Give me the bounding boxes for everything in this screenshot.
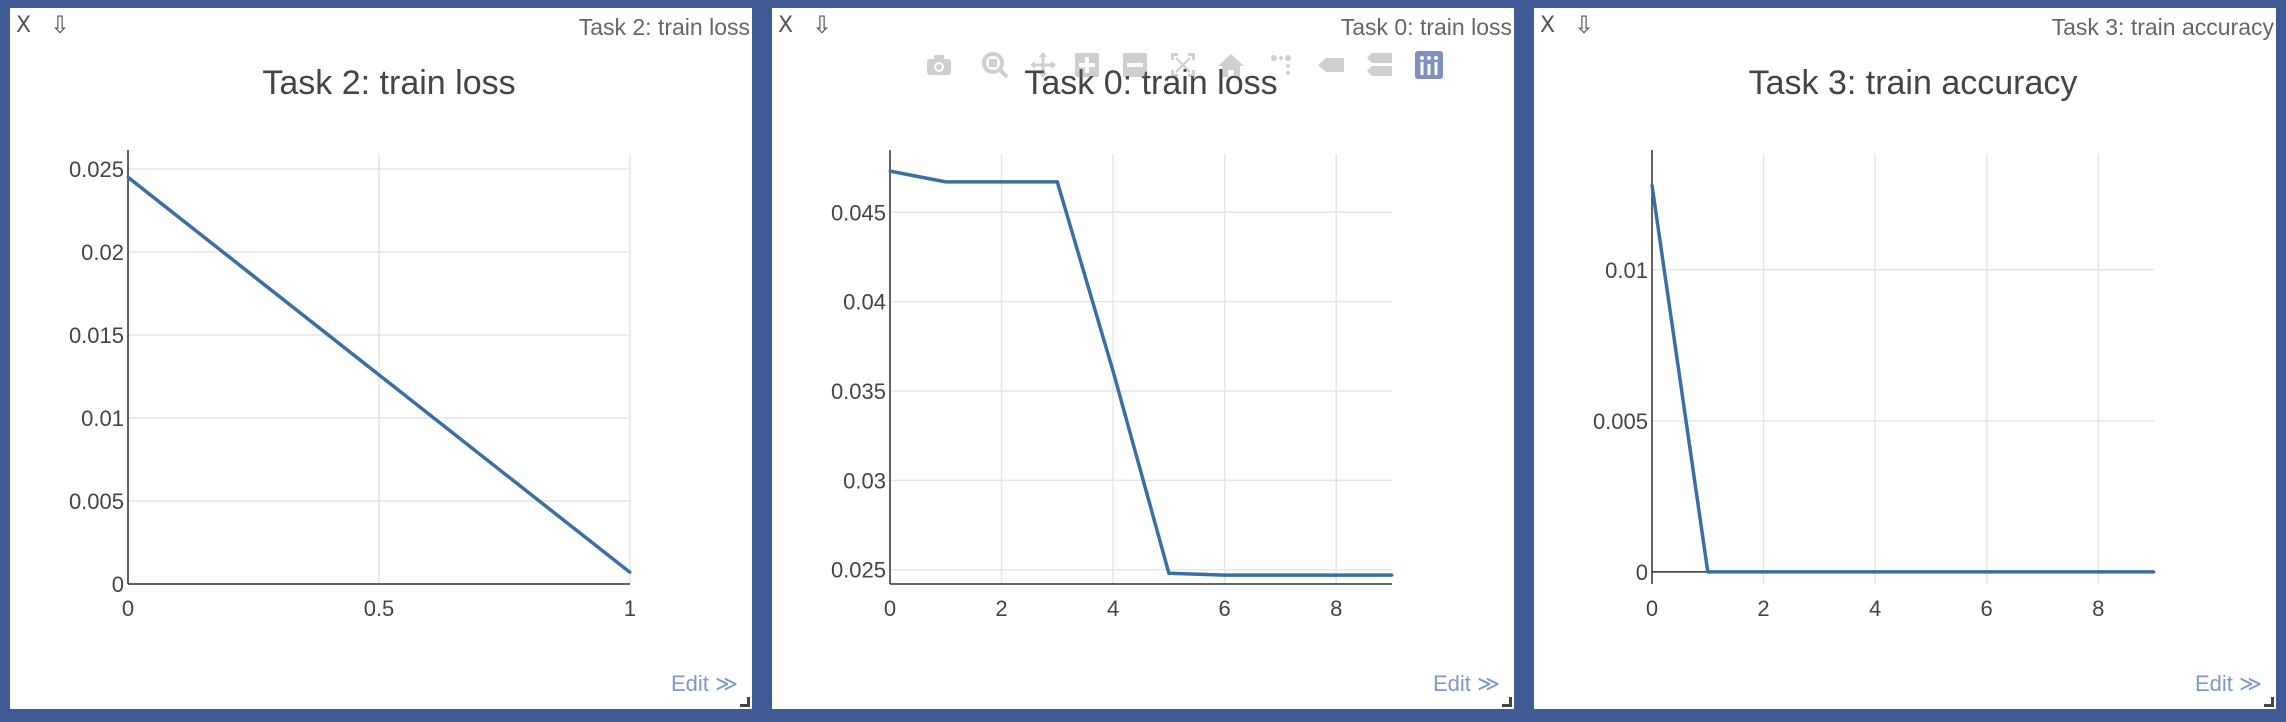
y-tick-label: 0.01 xyxy=(81,406,124,431)
x-tick-label: 6 xyxy=(1981,596,1993,621)
data-point xyxy=(2040,570,2044,574)
x-tick-label: 8 xyxy=(2092,596,2104,621)
data-point xyxy=(1985,570,1989,574)
data-point xyxy=(628,570,632,574)
data-point xyxy=(1762,570,1766,574)
x-tick-label: 0 xyxy=(122,596,134,621)
chart-title: Task 2: train loss xyxy=(262,64,515,102)
line-chart[interactable]: Task 3: train accuracy 0 0.005 0.01 0 2 4 6 8 xyxy=(1534,44,2276,709)
series-line xyxy=(889,169,1392,577)
x-tick-label: 0 xyxy=(1646,596,1658,621)
x-tick-label: 4 xyxy=(1107,596,1119,621)
edit-link[interactable]: Edit ≫ xyxy=(2194,671,2262,696)
data-point xyxy=(888,169,892,173)
resize-handle[interactable] xyxy=(2264,697,2274,707)
close-icon[interactable]: X xyxy=(16,13,32,38)
zoom-icon[interactable] xyxy=(978,48,1012,82)
data-point xyxy=(1817,570,1821,574)
edit-link[interactable]: Edit ≫ xyxy=(670,671,738,696)
data-point xyxy=(1000,180,1004,184)
data-point xyxy=(1111,369,1115,373)
data-point xyxy=(1278,573,1282,577)
download-icon[interactable]: ⇩ xyxy=(1574,12,1595,39)
y-tick-label: 0.025 xyxy=(831,558,886,583)
chart-title: Task 3: train accuracy xyxy=(1749,64,2078,102)
data-point xyxy=(1929,570,1933,574)
x-tick-label: 8 xyxy=(1330,596,1342,621)
pane-header: X ⇩ Task 3: train accuracy xyxy=(1534,8,2276,44)
pane-header: X ⇩ Task 0: train loss xyxy=(772,8,1514,44)
pane-title: Task 0: train loss xyxy=(1340,14,1512,40)
x-tick-label: 2 xyxy=(1757,596,1769,621)
plot-modebar xyxy=(922,48,1514,88)
spike-lines-icon[interactable] xyxy=(1264,48,1298,82)
data-point xyxy=(1334,573,1338,577)
data-point xyxy=(2152,570,2156,574)
y-tick-label: 0.035 xyxy=(831,379,886,404)
x-tick-label: 1 xyxy=(624,596,636,621)
edit-link[interactable]: Edit ≫ xyxy=(1432,671,1500,696)
data-point xyxy=(1223,573,1227,577)
pane-title: Task 2: train loss xyxy=(578,14,750,40)
home-icon[interactable] xyxy=(1214,48,1248,82)
hover-closest-icon[interactable] xyxy=(1314,48,1348,82)
x-tick-label: 4 xyxy=(1869,596,1881,621)
chart-svg: Task 3: train accuracy 0 0.005 0.01 0 2 4 6 8 xyxy=(1593,64,2156,621)
chart-title: Task 0: train loss xyxy=(1024,64,1277,102)
pane-title: Task 3: train accuracy xyxy=(2051,14,2274,40)
chart-svg: Task 2: train loss 0 0.005 0.01 0.015 0.02 0.0… xyxy=(69,64,636,621)
resize-handle[interactable] xyxy=(740,697,750,707)
data-point xyxy=(1390,573,1394,577)
download-icon[interactable]: ⇩ xyxy=(812,12,833,39)
data-point xyxy=(1650,183,1654,187)
x-tick-label: 2 xyxy=(995,596,1007,621)
camera-icon[interactable] xyxy=(922,48,956,82)
line-chart[interactable]: Task 2: train loss 0 0.005 0.01 0.015 0.02 0.0… xyxy=(10,44,752,709)
y-tick-label: 0.025 xyxy=(69,157,124,182)
y-tick-label: 0 xyxy=(1636,560,1648,585)
data-point xyxy=(1167,571,1171,575)
plotly-logo-icon[interactable] xyxy=(1412,48,1446,82)
y-tick-label: 0 xyxy=(112,572,124,597)
y-tick-label: 0.04 xyxy=(843,290,886,315)
data-point xyxy=(126,175,130,179)
data-point xyxy=(2096,570,2100,574)
close-icon[interactable]: X xyxy=(1540,13,1556,38)
data-point xyxy=(1706,570,1710,574)
hover-compare-icon[interactable] xyxy=(1362,48,1396,82)
chart-svg: Task 0: train loss 0.025 0.03 0.035 0.04 0.04… xyxy=(831,64,1394,621)
y-tick-label: 0.01 xyxy=(1605,258,1648,283)
x-tick-label: 6 xyxy=(1219,596,1231,621)
series-line xyxy=(1650,184,2154,574)
plot-pane-task2-train-loss: X ⇩ Task 2: train loss Task 2: train los… xyxy=(10,8,752,709)
y-tick-label: 0.03 xyxy=(843,468,886,493)
y-tick-label: 0.045 xyxy=(831,200,886,225)
x-tick-label: 0 xyxy=(884,596,896,621)
pane-header: X ⇩ Task 2: train loss xyxy=(10,8,752,44)
plot-pane-task0-train-loss: X ⇩ Task 0: train loss Task 0: train los… xyxy=(772,8,1514,709)
data-point xyxy=(1055,180,1059,184)
y-tick-label: 0.015 xyxy=(69,323,124,348)
x-tick-label: 0.5 xyxy=(364,596,395,621)
zoom-out-icon[interactable] xyxy=(1118,48,1152,82)
zoom-in-icon[interactable] xyxy=(1070,48,1104,82)
y-tick-label: 0.02 xyxy=(81,240,124,265)
autoscale-icon[interactable] xyxy=(1166,48,1200,82)
line-chart[interactable]: Task 0: train loss 0.025 0.03 0.035 0.04 0.04… xyxy=(772,44,1514,709)
series-line xyxy=(126,175,632,574)
close-icon[interactable]: X xyxy=(778,13,794,38)
data-point xyxy=(1873,570,1877,574)
y-tick-label: 0.005 xyxy=(69,489,124,514)
pan-icon[interactable] xyxy=(1026,48,1060,82)
resize-handle[interactable] xyxy=(1502,697,1512,707)
plot-pane-task3-train-accuracy: X ⇩ Task 3: train accuracy Task 3: train… xyxy=(1534,8,2276,709)
y-tick-label: 0.005 xyxy=(1593,409,1648,434)
download-icon[interactable]: ⇩ xyxy=(50,12,71,39)
data-point xyxy=(944,180,948,184)
